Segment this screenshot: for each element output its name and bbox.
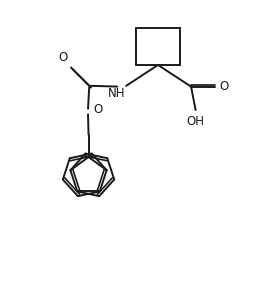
Text: O: O [220, 80, 229, 93]
Text: NH: NH [107, 87, 125, 100]
Text: O: O [94, 103, 103, 116]
Text: O: O [58, 51, 67, 64]
Text: OH: OH [187, 115, 205, 128]
